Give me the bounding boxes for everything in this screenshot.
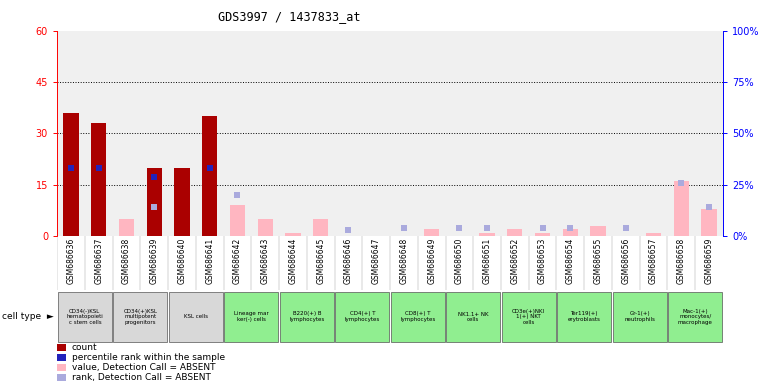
Text: GSM686647: GSM686647 [371, 238, 380, 284]
Text: CD34(-)KSL
hematopoieti
c stem cells: CD34(-)KSL hematopoieti c stem cells [66, 309, 103, 325]
Text: GSM686658: GSM686658 [677, 238, 686, 284]
Text: count: count [72, 343, 97, 352]
Text: rank, Detection Call = ABSENT: rank, Detection Call = ABSENT [72, 373, 210, 382]
Text: GSM686652: GSM686652 [511, 238, 519, 284]
Text: GSM686638: GSM686638 [122, 238, 131, 284]
FancyBboxPatch shape [113, 292, 167, 342]
FancyBboxPatch shape [335, 292, 390, 342]
Text: GSM686656: GSM686656 [621, 238, 630, 284]
Text: KSL cells: KSL cells [184, 314, 208, 319]
Text: GSM686636: GSM686636 [66, 238, 75, 284]
FancyBboxPatch shape [169, 292, 223, 342]
Bar [702, 209, 717, 236]
Text: GSM686644: GSM686644 [288, 238, 298, 284]
Text: GSM686648: GSM686648 [400, 238, 409, 284]
FancyBboxPatch shape [446, 292, 501, 342]
Text: percentile rank within the sample: percentile rank within the sample [72, 353, 224, 362]
Text: CD8(+) T
lymphocytes: CD8(+) T lymphocytes [400, 311, 435, 322]
Text: B220(+) B
lymphocytes: B220(+) B lymphocytes [289, 311, 324, 322]
Bar [508, 229, 523, 236]
Bar [230, 205, 245, 236]
Text: Mac-1(+)
monocytes/
macrophage: Mac-1(+) monocytes/ macrophage [678, 309, 712, 325]
Text: cell type  ►: cell type ► [2, 312, 53, 321]
Text: GSM686655: GSM686655 [594, 238, 603, 284]
Text: CD34(+)KSL
multipotent
progenitors: CD34(+)KSL multipotent progenitors [123, 309, 158, 325]
Text: CD4(+) T
lymphocytes: CD4(+) T lymphocytes [345, 311, 380, 322]
Text: GSM686654: GSM686654 [566, 238, 575, 284]
Text: CD3e(+)NKI
1(+) NKT
cells: CD3e(+)NKI 1(+) NKT cells [512, 309, 546, 325]
Text: GSM686639: GSM686639 [150, 238, 159, 284]
FancyBboxPatch shape [668, 292, 722, 342]
Bar [202, 116, 218, 236]
Text: GSM686653: GSM686653 [538, 238, 547, 284]
Bar [479, 233, 495, 236]
FancyBboxPatch shape [501, 292, 556, 342]
Bar [313, 219, 328, 236]
Text: GSM686646: GSM686646 [344, 238, 353, 284]
Bar [91, 123, 107, 236]
Text: GDS3997 / 1437833_at: GDS3997 / 1437833_at [218, 10, 361, 23]
Text: GSM686657: GSM686657 [649, 238, 658, 284]
Bar [535, 233, 550, 236]
FancyBboxPatch shape [557, 292, 611, 342]
Bar [562, 229, 578, 236]
Bar [119, 219, 134, 236]
Bar [591, 226, 606, 236]
FancyBboxPatch shape [58, 292, 112, 342]
Text: GSM686640: GSM686640 [177, 238, 186, 284]
FancyBboxPatch shape [390, 292, 445, 342]
Bar [646, 233, 661, 236]
Text: Lineage mar
ker(-) cells: Lineage mar ker(-) cells [234, 311, 269, 322]
Bar [174, 168, 189, 236]
FancyBboxPatch shape [613, 292, 667, 342]
Bar [285, 233, 301, 236]
Text: GSM686651: GSM686651 [482, 238, 492, 284]
Text: value, Detection Call = ABSENT: value, Detection Call = ABSENT [72, 363, 215, 372]
Bar [147, 168, 162, 236]
Text: GSM686643: GSM686643 [261, 238, 269, 284]
Text: GSM686641: GSM686641 [205, 238, 214, 284]
Bar [673, 181, 689, 236]
Text: GSM686649: GSM686649 [427, 238, 436, 284]
Text: NK1.1+ NK
cells: NK1.1+ NK cells [458, 311, 489, 322]
Text: GSM686645: GSM686645 [316, 238, 325, 284]
Text: GSM686650: GSM686650 [455, 238, 464, 284]
FancyBboxPatch shape [279, 292, 334, 342]
Bar [424, 229, 439, 236]
Bar [63, 113, 78, 236]
Text: GSM686659: GSM686659 [705, 238, 714, 284]
Text: Gr-1(+)
neutrophils: Gr-1(+) neutrophils [624, 311, 655, 322]
Text: Ter119(+)
erytroblasts: Ter119(+) erytroblasts [568, 311, 600, 322]
Text: GSM686642: GSM686642 [233, 238, 242, 284]
Text: GSM686637: GSM686637 [94, 238, 103, 284]
FancyBboxPatch shape [224, 292, 279, 342]
Bar [257, 219, 272, 236]
